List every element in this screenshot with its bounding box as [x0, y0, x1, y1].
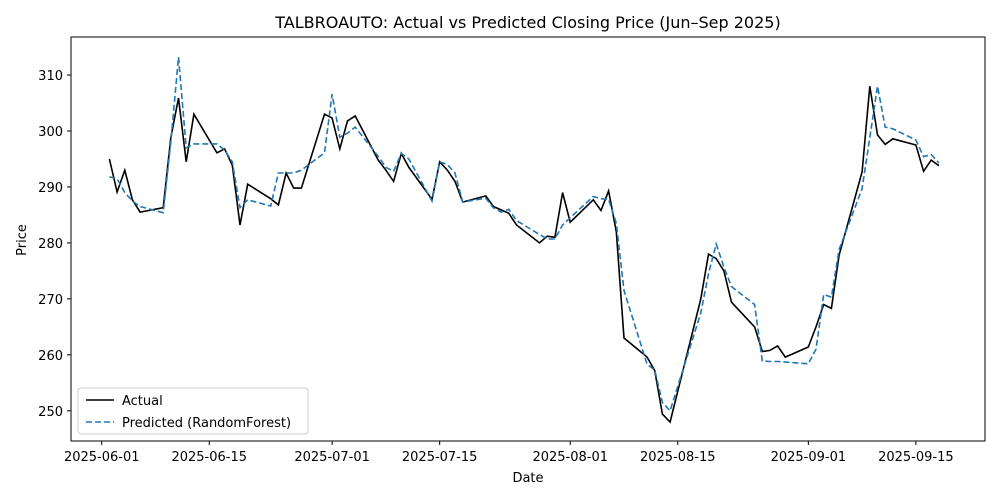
- series-line: [109, 57, 940, 413]
- legend-box: [77, 387, 309, 435]
- x-tick-label: 2025-09-01: [771, 450, 847, 465]
- y-tick-label: 290: [38, 181, 63, 196]
- x-tick-label: 2025-06-15: [171, 450, 247, 465]
- x-tick-label: 2025-06-01: [64, 450, 140, 465]
- y-tick-label: 260: [38, 349, 63, 364]
- legend-label: Predicted (RandomForest): [122, 416, 291, 431]
- x-tick-label: 2025-07-15: [402, 450, 478, 465]
- plot-frame: [70, 36, 986, 442]
- y-tick-label: 300: [38, 125, 63, 140]
- y-tick-label: 270: [38, 293, 63, 308]
- chart-title: TALBROAUTO: Actual vs Predicted Closing …: [274, 13, 780, 32]
- legend-label: Actual: [122, 394, 163, 409]
- series-line: [108, 86, 940, 424]
- x-tick-label: 2025-09-15: [878, 450, 954, 465]
- y-tick-label: 310: [38, 69, 63, 84]
- x-tick-label: 2025-08-01: [532, 450, 608, 465]
- y-tick-label: 280: [38, 237, 63, 252]
- x-tick-label: 2025-07-01: [294, 450, 370, 465]
- y-tick-label: 250: [38, 405, 63, 420]
- y-axis-label: Price: [15, 224, 30, 256]
- x-tick-label: 2025-08-15: [640, 450, 716, 465]
- x-axis-label: Date: [512, 471, 543, 486]
